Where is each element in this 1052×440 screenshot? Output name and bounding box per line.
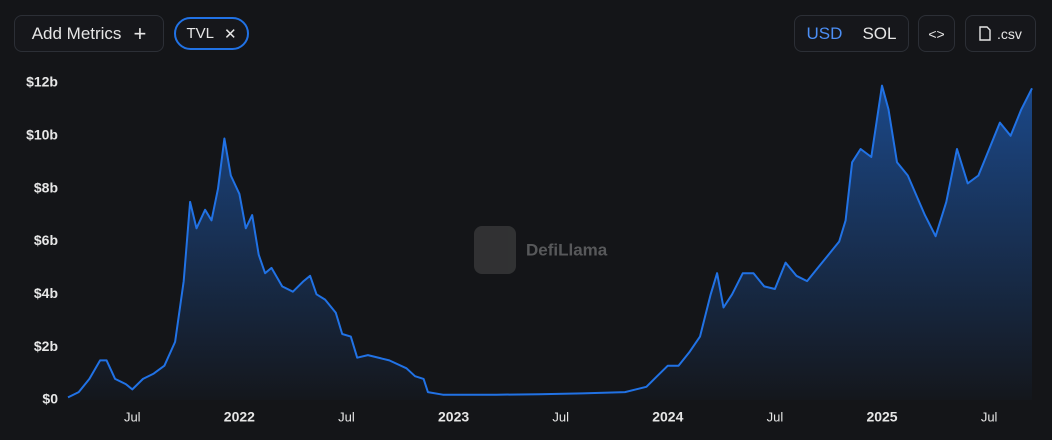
area-fill [68,85,1032,400]
y-tick-label: $12b [26,74,58,90]
currency-option[interactable]: USD [806,23,843,43]
x-tick-label: 2023 [438,409,469,425]
csv-label: .csv [997,25,1022,42]
embed-button[interactable]: <> [918,15,955,52]
currency-option[interactable]: SOL [862,23,897,43]
y-tick-label: $0 [42,391,58,407]
currency-toggle: USD SOL [794,15,909,52]
line [67,84,1033,399]
x-tick-label: Jul [338,409,355,424]
x-tick-label: Jul [981,409,998,424]
watermark-text: DefiLlama [526,240,608,259]
y-tick-label: $10b [26,127,58,143]
button-label: Add Metrics [31,23,122,43]
watermark: DefiLlama [474,226,608,274]
watermark-logo [474,226,516,274]
chip-label: TVL [186,25,214,42]
y-tick-label: $8b [34,179,58,195]
csv-button[interactable]: .csv [965,15,1036,52]
plus-icon: + [133,20,147,46]
y-tick-label: $6b [34,232,58,248]
metric-chip[interactable]: TVL ✕ [174,17,249,50]
x-tick-label: Jul [767,409,784,424]
x-tick-label: 2024 [652,409,683,425]
x-tick-label: 2025 [866,409,897,425]
chip-close[interactable]: ✕ [223,25,237,43]
embed-icon: <> [928,25,945,42]
x-tick-label: Jul [552,409,569,424]
y-tick-label: $2b [34,338,58,354]
add-metrics-button[interactable]: Add Metrics + [14,15,164,52]
x-tick-label: Jul [124,409,141,424]
x-tick-label: 2022 [224,409,255,425]
y-tick-label: $4b [34,285,58,301]
file-icon [979,26,991,41]
